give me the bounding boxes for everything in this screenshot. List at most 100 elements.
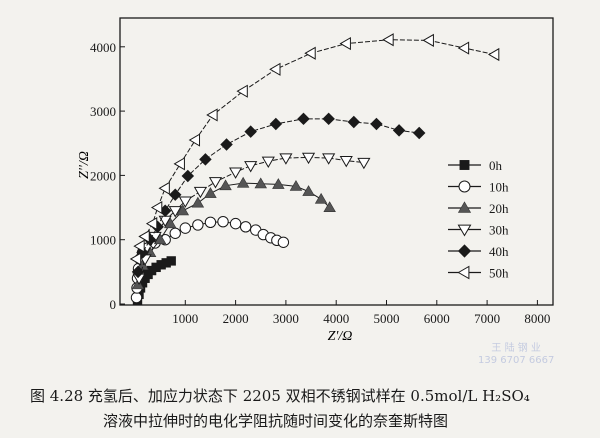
data-point xyxy=(289,180,303,191)
series-50h xyxy=(129,33,500,266)
legend-item-20h: 20h xyxy=(448,201,509,216)
x-tick-label: 6000 xyxy=(424,311,450,326)
data-point xyxy=(188,133,201,147)
legend-marker xyxy=(457,244,472,258)
series-group xyxy=(129,33,500,306)
data-point xyxy=(301,152,316,165)
data-point xyxy=(279,153,293,165)
legend-label: 30h xyxy=(489,223,509,238)
legend-item-0h: 0h xyxy=(448,158,503,173)
x-tick-label: 3000 xyxy=(273,311,299,326)
data-point xyxy=(229,167,243,179)
data-point xyxy=(236,84,248,98)
x-tick-label: 7000 xyxy=(474,311,500,326)
data-point xyxy=(217,215,229,228)
figure-caption-line-1: 图 4.28 充氢后、加应力状态下 2205 双相不锈钢试样在 0.5mol/L… xyxy=(30,387,530,405)
data-point xyxy=(322,112,335,126)
data-point xyxy=(169,227,181,239)
legend-item-50h: 50h xyxy=(448,266,509,281)
data-point xyxy=(236,176,250,188)
data-point xyxy=(204,216,217,229)
y-tick-label: 3000 xyxy=(90,104,116,119)
x-axis-label: Z'/Ω xyxy=(328,329,353,344)
data-point xyxy=(339,36,351,51)
data-point xyxy=(136,246,149,259)
x-tick-label: 4000 xyxy=(323,311,349,326)
data-point xyxy=(304,46,316,60)
data-point xyxy=(192,219,204,231)
data-point xyxy=(130,291,143,304)
series-20h xyxy=(131,176,336,290)
data-point xyxy=(254,177,267,189)
data-point xyxy=(261,156,275,168)
y-tick-label: 2000 xyxy=(90,168,116,183)
nyquist-chart: 1000 2000 3000 4000 5000 6000 7000 8000 0 1000 200… xyxy=(77,17,554,344)
x-tick-label: 5000 xyxy=(374,311,400,326)
series-40h xyxy=(131,112,426,279)
legend-item-30h: 30h xyxy=(448,223,509,238)
y-tick-label: 4000 xyxy=(90,40,116,55)
figure-caption-line-2: 溶液中拉伸时的电化学阻抗随时间变化的奈奎斯特图 xyxy=(103,412,449,430)
data-point xyxy=(173,157,185,171)
data-point xyxy=(412,126,426,140)
legend-label: 40h xyxy=(489,244,509,259)
data-point xyxy=(208,177,223,189)
data-point xyxy=(161,258,171,268)
data-point xyxy=(457,41,470,55)
legend-label: 0h xyxy=(489,158,503,173)
legend-marker xyxy=(459,160,470,170)
axes: 1000 2000 3000 4000 5000 6000 7000 8000 0 1000 200… xyxy=(90,17,554,326)
data-point xyxy=(179,222,192,234)
y-tick-label: 1000 xyxy=(90,233,116,248)
y-tick-label: 0 xyxy=(110,297,117,312)
watermark-line-1: 王 陆 钢 业 xyxy=(491,343,541,354)
data-point xyxy=(323,201,336,213)
data-point xyxy=(382,33,394,47)
data-point xyxy=(422,33,434,47)
legend-label: 50h xyxy=(489,266,509,281)
data-point xyxy=(193,186,207,199)
data-point xyxy=(131,278,145,290)
data-point xyxy=(156,260,166,270)
data-point xyxy=(347,115,361,129)
data-point xyxy=(392,124,406,137)
data-point xyxy=(220,138,233,151)
y-axis-label: Z''/Ω xyxy=(77,151,92,179)
data-point xyxy=(169,188,182,201)
data-point xyxy=(206,108,218,122)
legend: 0h 10h 20h 30h 40h 50h xyxy=(448,158,509,281)
x-tick-label: 8000 xyxy=(524,311,550,326)
data-point xyxy=(181,169,195,183)
data-point xyxy=(229,217,242,230)
data-point xyxy=(131,265,145,279)
watermark-line-2: 139 6707 6667 xyxy=(478,355,555,366)
data-point xyxy=(138,229,150,244)
data-point xyxy=(370,117,383,131)
data-point xyxy=(269,117,283,131)
legend-label: 10h xyxy=(489,180,509,195)
legend-marker xyxy=(457,224,472,237)
data-point xyxy=(244,161,258,173)
data-point xyxy=(133,239,145,253)
legend-item-40h: 40h xyxy=(448,244,509,259)
series-line xyxy=(137,182,331,285)
data-point xyxy=(219,179,232,191)
data-point xyxy=(204,187,217,198)
x-tick-label: 1000 xyxy=(172,311,198,326)
data-point xyxy=(168,206,182,218)
data-point xyxy=(277,236,290,248)
data-point xyxy=(339,155,353,168)
data-point xyxy=(129,252,142,266)
data-point xyxy=(297,112,310,126)
data-point xyxy=(487,47,500,62)
data-point xyxy=(199,153,212,166)
data-point xyxy=(151,262,161,273)
watermark: 王 陆 钢 业 139 6707 6667 xyxy=(478,343,554,367)
data-point xyxy=(244,125,257,138)
legend-marker xyxy=(457,201,472,213)
data-point xyxy=(191,196,205,208)
data-point xyxy=(272,178,285,189)
data-point xyxy=(302,185,315,196)
data-point xyxy=(166,256,176,266)
data-point xyxy=(239,221,252,233)
